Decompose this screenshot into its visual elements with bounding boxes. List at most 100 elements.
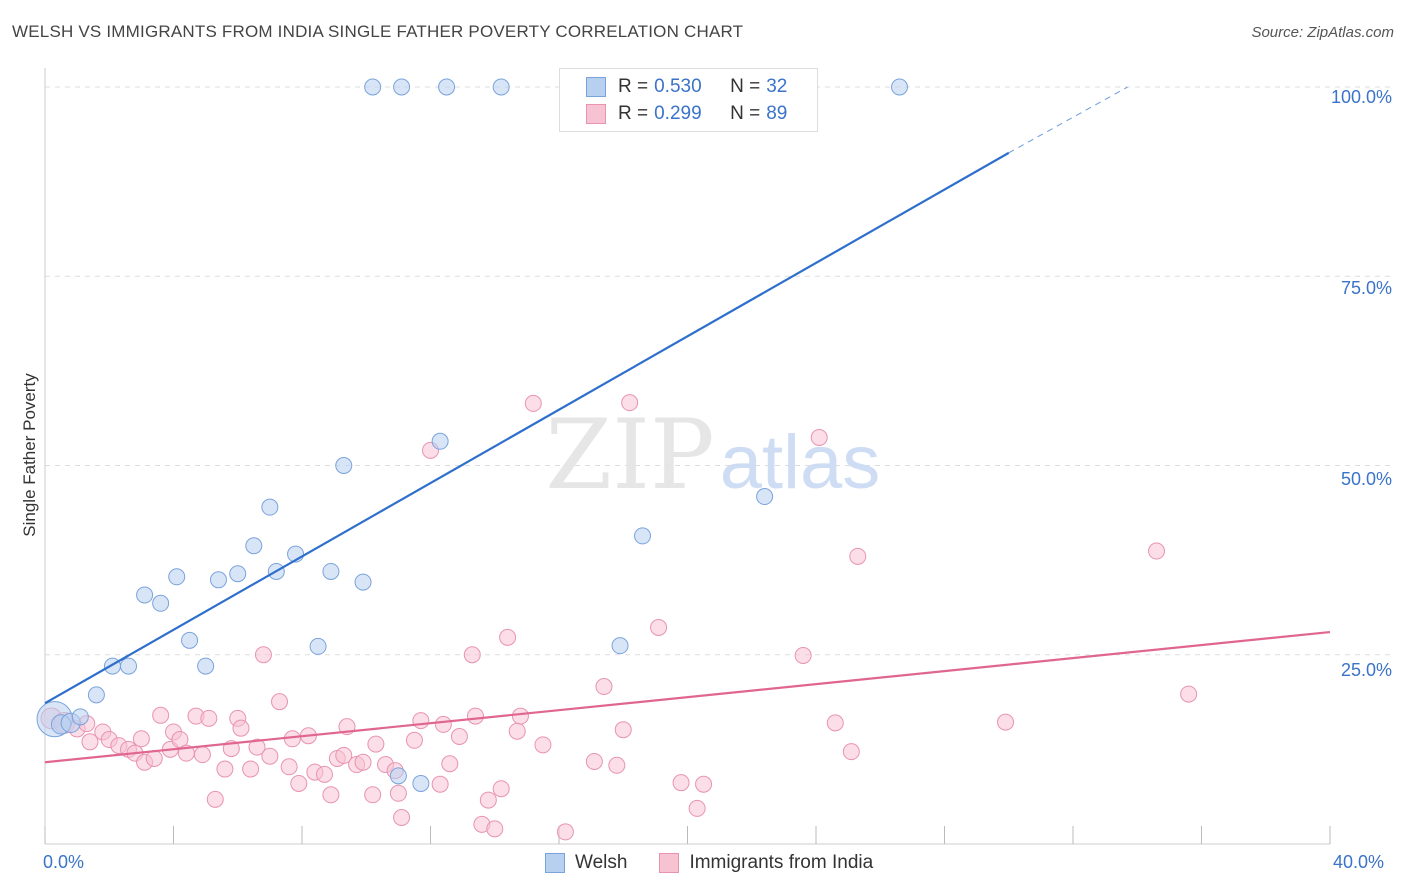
welsh-point [181,631,199,649]
india-point [152,706,170,724]
legend-r-label: R = [618,76,649,97]
stats-legend: R = 0.530 N = 32 R = 0.299 N = 89 [559,68,818,132]
india-point [688,799,706,817]
india-point [450,728,468,746]
india-point [1180,685,1198,703]
welsh-point [71,708,89,726]
x-tick-label: 40.0% [1333,852,1385,872]
india-point [466,707,484,725]
welsh-point [438,78,456,96]
legend-n-value: 89 [766,103,788,124]
welsh-point [364,78,382,96]
india-point [354,753,372,771]
india-point [280,758,298,776]
welsh-point [393,78,411,96]
india-point [248,738,266,756]
india-point [412,712,430,730]
welsh-point [209,571,227,589]
india-point [672,774,690,792]
india-point [242,760,260,778]
legend-item-welsh[interactable]: Welsh [545,852,627,874]
india-point [322,786,340,804]
india-point [794,647,812,665]
watermark-atlas: atlas [720,420,881,505]
india-point [695,775,713,793]
welsh-trend-line [44,151,1010,705]
india-point [206,790,224,808]
welsh-point [634,527,652,545]
india-point [534,736,552,754]
india-point [810,428,828,446]
india-point [1148,542,1166,560]
welsh-swatch [545,853,565,873]
welsh-point [245,537,263,555]
legend-welsh-label: Welsh [575,852,628,873]
welsh-point [136,586,154,604]
x-tick-label: 0.0% [43,852,85,872]
india-point [499,628,517,646]
india-point [479,791,497,809]
welsh-point [152,594,170,612]
india-point [81,733,99,751]
india-point [405,731,423,749]
welsh-point [412,774,430,792]
india-point [849,547,867,565]
welsh-point [197,657,215,675]
india-point [614,721,632,739]
welsh-point [431,432,449,450]
y-tick-label: 100.0% [1330,87,1392,107]
india-point [508,722,526,740]
legend-n-value: 32 [766,76,788,97]
india-point [595,678,613,696]
trend-lines [44,86,1331,764]
india-point [434,715,452,733]
india-point [997,713,1015,731]
grid-lines [45,86,1390,656]
legend-item-india[interactable]: Immigrants from India [659,852,873,874]
legend-r-value: 0.530 [654,76,702,97]
india-point [216,760,234,778]
india-point [254,646,272,664]
legend-r-value: 0.299 [654,103,702,124]
india-point [431,775,449,793]
welsh-point [229,565,247,583]
india-swatch [586,104,606,124]
india-point [585,752,603,770]
india-point [271,693,289,711]
india-point [335,746,353,764]
series-india-points [40,394,1198,841]
welsh-swatch [586,77,606,97]
india-point [650,618,668,636]
india-trend-line [44,630,1331,764]
india-point [556,823,574,841]
india-point [132,730,150,748]
india-point [367,735,385,753]
welsh-point [389,767,407,785]
india-point [145,749,163,767]
chart-source: Source: ZipAtlas.com [1251,24,1394,41]
legend-india-label: Immigrants from India [689,852,874,873]
legend-n-label: N = [730,103,761,124]
india-point [621,394,639,412]
india-point [463,646,481,664]
y-tick-label: 50.0% [1340,469,1392,489]
y-axis-label: Single Father Poverty [20,373,39,537]
y-tick-label: 25.0% [1340,660,1392,680]
welsh-point [322,562,340,580]
welsh-point [309,637,327,655]
watermark-zip: ZIP [545,399,714,511]
welsh-point [492,78,510,96]
welsh-point [611,637,629,655]
india-point [486,820,504,838]
watermark: ZIP atlas [545,399,880,511]
india-point [232,719,250,737]
india-swatch [659,853,680,873]
legend-n-label: N = [730,76,761,97]
india-point [261,747,279,765]
india-point [193,746,211,764]
india-point [826,714,844,732]
welsh-point [354,573,372,591]
y-tick-label: 75.0% [1340,278,1392,298]
india-point [393,809,411,827]
